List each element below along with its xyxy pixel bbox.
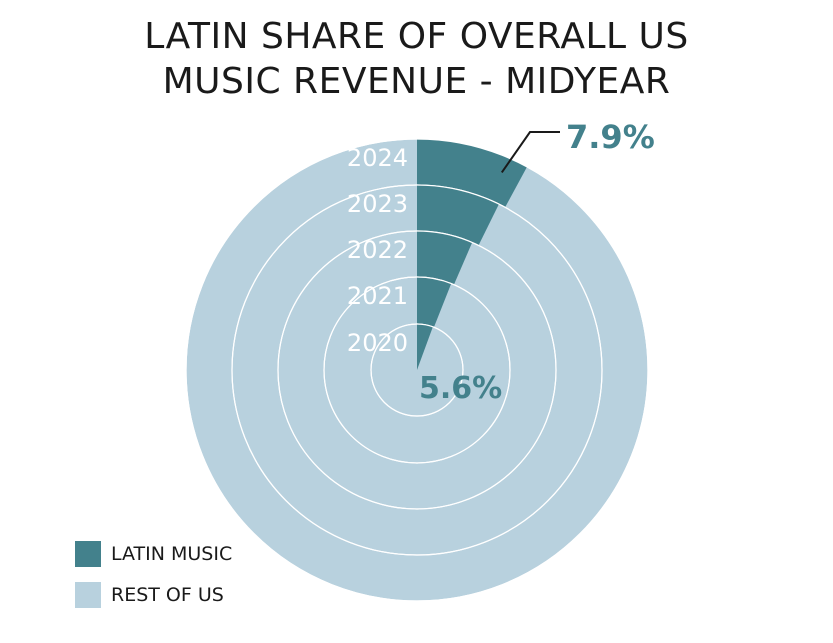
ring-border-2024 [185, 138, 649, 602]
callout-value-2020: 5.6% [419, 371, 502, 406]
callout-value-2024: 7.9% [566, 118, 655, 156]
legend-label-rest: REST OF US [111, 584, 224, 606]
ring-border-2021 [323, 276, 511, 464]
legend-item-rest: REST OF US [75, 581, 232, 609]
year-label-2020: 2020 [347, 329, 408, 357]
ring-border-2023 [231, 184, 603, 556]
chart-title: LATIN SHARE OF OVERALL US MUSIC REVENUE … [0, 14, 833, 104]
year-label-2022: 2022 [347, 236, 408, 264]
callout-leader-2024 [500, 131, 560, 173]
legend-swatch-rest [75, 582, 101, 608]
legend-label-latin: LATIN MUSIC [111, 543, 233, 565]
legend-item-latin: LATIN MUSIC [75, 540, 232, 568]
chart-legend: LATIN MUSIC REST OF US [75, 540, 232, 622]
legend-swatch-latin [75, 541, 101, 567]
latin-segment-2020 [417, 324, 433, 370]
year-label-2021: 2021 [347, 282, 408, 310]
year-label-2024: 2024 [347, 144, 408, 172]
ring-border-2022 [277, 230, 557, 510]
year-label-2023: 2023 [347, 190, 408, 218]
chart-title-line-1: LATIN SHARE OF OVERALL US [144, 16, 689, 57]
chart-title-line-2: MUSIC REVENUE - MIDYEAR [162, 61, 671, 102]
ring-border-2020 [370, 323, 464, 417]
